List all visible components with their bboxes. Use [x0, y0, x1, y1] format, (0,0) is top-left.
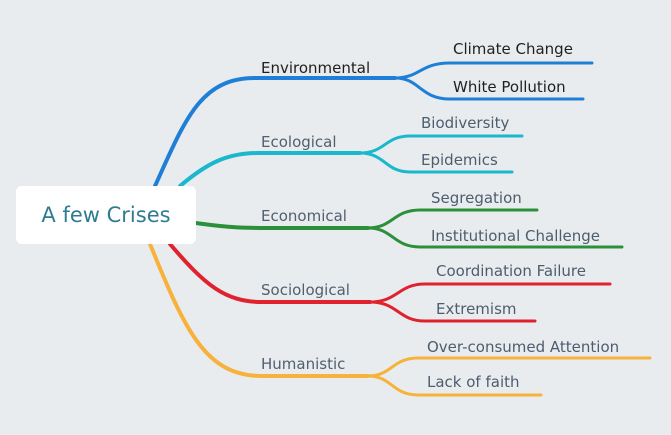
- branch-label-ecological: Ecological: [261, 133, 337, 151]
- leaf-label-climate-change: Climate Change: [453, 40, 573, 58]
- connector-environmental: [153, 76, 397, 188]
- leaf-label-extremism: Extremism: [436, 300, 517, 318]
- connector-epidemics: [358, 151, 514, 174]
- leaf-label-lack-of-faith: Lack of faith: [427, 373, 520, 391]
- leaf-label-segregation: Segregation: [431, 189, 522, 207]
- branch-label-economical: Economical: [261, 207, 347, 225]
- leaf-label-over-consumed-attention: Over-consumed Attention: [427, 338, 619, 356]
- branch-label-humanistic: Humanistic: [261, 355, 345, 373]
- leaf-label-white-pollution: White Pollution: [453, 78, 566, 96]
- connector-economical: [194, 221, 370, 230]
- connector-institutional-challenge: [366, 226, 624, 249]
- connector-segregation: [366, 208, 539, 230]
- leaf-label-institutional-challenge: Institutional Challenge: [431, 227, 600, 245]
- branch-label-environmental: Environmental: [261, 59, 370, 77]
- connector-humanistic: [148, 242, 370, 378]
- connector-white-pollution: [393, 76, 585, 101]
- root-node[interactable]: A few Crises: [16, 186, 196, 244]
- branch-label-sociological: Sociological: [261, 281, 350, 299]
- connector-ecological: [178, 151, 362, 188]
- leaf-label-epidemics: Epidemics: [421, 151, 498, 169]
- leaf-label-biodiversity: Biodiversity: [421, 114, 509, 132]
- connector-climate-change: [393, 61, 594, 80]
- connector-sociological: [168, 242, 372, 304]
- leaf-label-coordination-failure: Coordination Failure: [436, 262, 586, 280]
- connector-lack-of-faith: [366, 374, 543, 397]
- connector-extremism: [368, 300, 537, 323]
- root-node-label: A few Crises: [41, 203, 171, 227]
